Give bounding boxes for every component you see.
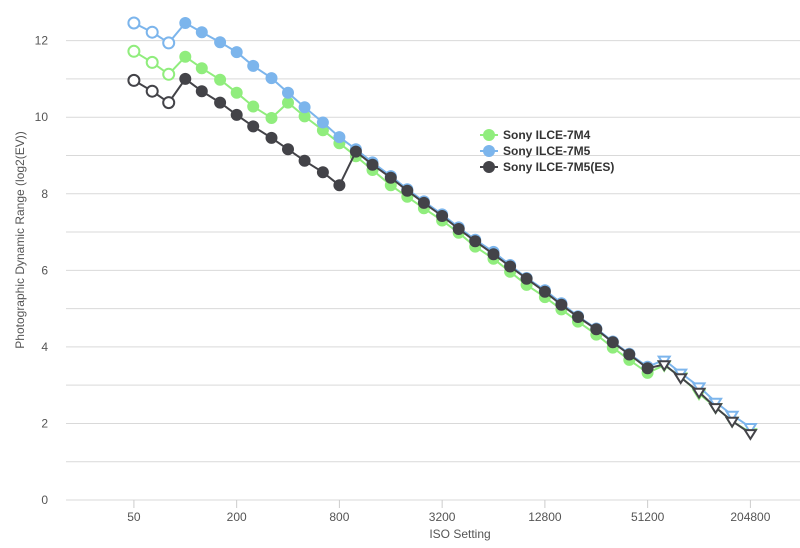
legend-item-2[interactable]: Sony ILCE-7M5(ES) [480,160,614,174]
x-tick-label-204800: 204800 [730,510,770,524]
legend-marker [483,129,495,141]
data-point[interactable] [195,62,208,75]
data-point[interactable] [214,36,227,49]
data-point[interactable] [606,336,619,349]
legend-label: Sony ILCE-7M5(ES) [503,160,614,174]
data-point[interactable] [743,429,758,441]
data-point[interactable] [656,360,672,372]
data-point[interactable] [230,86,243,99]
data-point[interactable] [127,73,141,87]
data-point[interactable] [708,403,723,415]
data-point[interactable] [673,373,689,385]
data-point[interactable] [743,423,758,435]
y-tick-label-2: 2 [41,416,48,430]
x-tick-label-800: 800 [329,510,349,524]
data-point[interactable] [641,362,654,375]
data-point[interactable] [417,196,430,209]
data-point[interactable] [179,17,192,29]
data-point[interactable] [282,86,294,99]
x-axis-title: ISO Setting [429,527,490,541]
data-point[interactable] [333,179,346,192]
legend-marker [483,161,495,173]
axes: 50 200 800 3200 12800 51200 204800 0 2 4 6 8 10 12 I… [13,34,771,541]
x-axis-ticks: 50 200 800 3200 12800 51200 204800 [127,500,771,524]
x-tick-label-200: 200 [227,510,247,524]
data-point[interactable] [538,285,551,298]
data-point[interactable] [349,145,362,158]
legend-item-0[interactable]: Sony ILCE-7M4 [480,128,591,142]
data-point[interactable] [179,72,192,85]
data-point[interactable] [572,311,584,323]
y-tick-label-6: 6 [41,263,48,277]
series-layer [127,16,758,441]
legend-label: Sony ILCE-7M4 [503,128,591,142]
data-point[interactable] [401,184,414,197]
series-line [133,50,751,434]
data-point[interactable] [247,59,260,72]
legend-label: Sony ILCE-7M5 [503,144,591,158]
y-axis-title: Photographic Dynamic Range (log2(EV)) [13,131,27,348]
data-point[interactable] [623,348,636,361]
data-point[interactable] [366,158,379,171]
y-tick-label-12: 12 [35,34,49,48]
data-point[interactable] [520,272,533,285]
data-point[interactable] [316,116,329,129]
data-point[interactable] [384,171,397,184]
x-tick-label-50: 50 [127,510,141,524]
data-point[interactable] [298,101,311,114]
data-point[interactable] [247,100,260,113]
data-point[interactable] [127,44,141,58]
data-point[interactable] [162,36,176,50]
data-point[interactable] [333,131,346,144]
data-point[interactable] [214,96,227,109]
data-point[interactable] [316,166,329,179]
legend-marker [483,145,495,157]
data-point[interactable] [555,298,568,311]
x-tick-label-12800: 12800 [528,510,562,524]
data-point[interactable] [265,112,278,124]
data-point[interactable] [452,223,465,235]
data-point[interactable] [214,73,227,86]
y-tick-label-0: 0 [41,493,48,507]
x-tick-label-3200: 3200 [429,510,456,524]
data-point[interactable] [282,96,294,109]
data-point[interactable] [487,248,500,261]
data-point[interactable] [298,154,311,167]
data-point[interactable] [230,108,243,121]
data-point[interactable] [436,210,449,222]
data-point[interactable] [127,16,141,30]
data-point[interactable] [162,67,176,81]
data-point[interactable] [247,120,260,133]
data-point[interactable] [265,72,278,85]
data-point[interactable] [691,387,707,400]
data-point[interactable] [145,55,159,69]
data-point[interactable] [724,416,740,429]
legend-item-1[interactable]: Sony ILCE-7M5 [480,144,591,158]
x-tick-label-51200: 51200 [631,510,665,524]
y-tick-label-8: 8 [41,187,48,201]
data-point[interactable] [504,260,517,273]
data-point[interactable] [590,323,603,336]
data-point[interactable] [162,96,176,110]
y-tick-label-4: 4 [41,340,48,354]
data-point[interactable] [145,84,159,98]
series-line [133,77,751,435]
data-point[interactable] [179,50,192,63]
data-point[interactable] [195,26,208,39]
data-point[interactable] [230,46,243,59]
y-axis-ticks: 0 2 4 6 8 10 12 [35,34,49,507]
data-point[interactable] [469,235,482,248]
data-point[interactable] [282,143,294,156]
legend[interactable]: Sony ILCE-7M4 Sony ILCE-7M5 Sony ILCE-7M5(… [480,128,614,174]
series-2 [127,72,758,441]
data-point[interactable] [145,25,159,39]
data-point[interactable] [265,131,278,144]
data-point[interactable] [195,85,208,98]
grid-lines [66,40,800,501]
data-point[interactable] [724,410,740,423]
y-tick-label-10: 10 [35,110,49,124]
